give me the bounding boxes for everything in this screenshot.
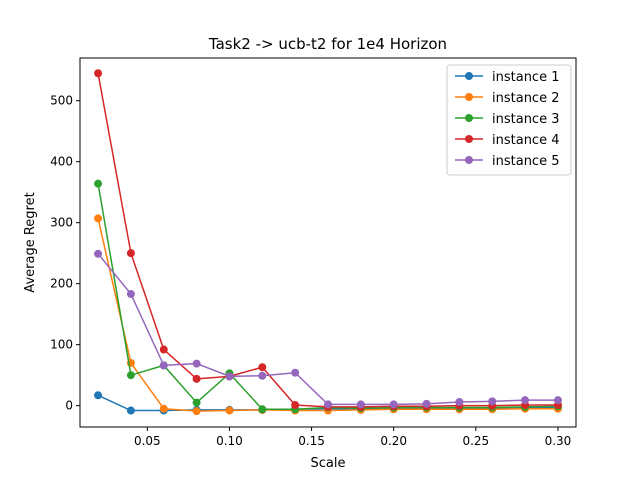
data-point [192, 407, 201, 416]
legend-marker [465, 114, 473, 122]
y-tick-label: 400 [50, 155, 73, 169]
data-point [553, 396, 562, 405]
data-point [159, 345, 168, 354]
data-point [94, 249, 103, 258]
legend-item: instance 3 [455, 112, 559, 127]
data-point [126, 249, 135, 258]
data-point [455, 397, 464, 406]
chart-title: Task2 -> ucb-t2 for 1e4 Horizon [208, 35, 447, 53]
legend-marker [465, 72, 473, 80]
data-point [291, 368, 300, 377]
y-tick-label: 100 [50, 338, 73, 352]
data-point [225, 372, 234, 381]
x-axis: 0.05 0.10 0.15 0.20 0.25 0.30 [134, 427, 571, 448]
legend-marker [465, 135, 473, 143]
y-tick-label: 200 [50, 277, 73, 291]
data-point [159, 404, 168, 413]
legend-marker [465, 156, 473, 164]
data-point [192, 398, 201, 407]
y-tick-label: 500 [50, 94, 73, 108]
x-tick-label: 0.15 [298, 434, 325, 448]
data-point [192, 374, 201, 383]
data-point [356, 400, 365, 409]
data-point [94, 179, 103, 188]
data-point [258, 363, 267, 372]
data-point [324, 400, 332, 409]
data-point [258, 405, 267, 414]
data-point [422, 399, 431, 408]
data-point [521, 396, 530, 405]
x-tick-label: 0.10 [216, 434, 243, 448]
data-point [94, 214, 103, 223]
data-point [258, 371, 267, 380]
y-tick-label: 300 [50, 216, 73, 230]
legend-item: instance 4 [455, 133, 559, 148]
plot-area [94, 69, 562, 416]
legend: instance 1 instance 2 instance 3 instance 4… [446, 64, 572, 176]
y-axis: 0 100 200 300 400 500 [50, 94, 80, 413]
legend-label: instance 4 [492, 133, 559, 148]
legend-label: instance 1 [492, 70, 559, 85]
legend-box [446, 64, 572, 176]
y-axis-label: Average Regret [23, 192, 38, 292]
legend-label: instance 5 [492, 154, 559, 169]
data-point [192, 359, 201, 368]
legend-marker [465, 93, 473, 101]
x-tick-label: 0.05 [134, 434, 161, 448]
data-point [126, 371, 135, 380]
legend-item: instance 1 [455, 70, 559, 85]
data-point [94, 391, 103, 400]
x-tick-label: 0.30 [545, 434, 572, 448]
data-point [389, 400, 398, 409]
plot-frame [79, 57, 577, 428]
legend-label: instance 3 [492, 112, 559, 127]
legend-label: instance 2 [492, 91, 559, 106]
data-point [291, 401, 300, 410]
data-point [159, 361, 168, 370]
x-tick-label: 0.25 [462, 434, 489, 448]
y-tick-label: 0 [65, 399, 73, 413]
x-tick-label: 0.20 [380, 434, 407, 448]
data-point [488, 397, 497, 406]
legend-item: instance 2 [455, 91, 559, 106]
data-point [225, 406, 234, 415]
series-5 [94, 249, 562, 409]
x-axis-label: Scale [311, 456, 346, 471]
data-point [126, 290, 135, 299]
legend-item: instance 5 [455, 154, 559, 169]
data-point [126, 406, 135, 415]
data-point [94, 69, 103, 78]
